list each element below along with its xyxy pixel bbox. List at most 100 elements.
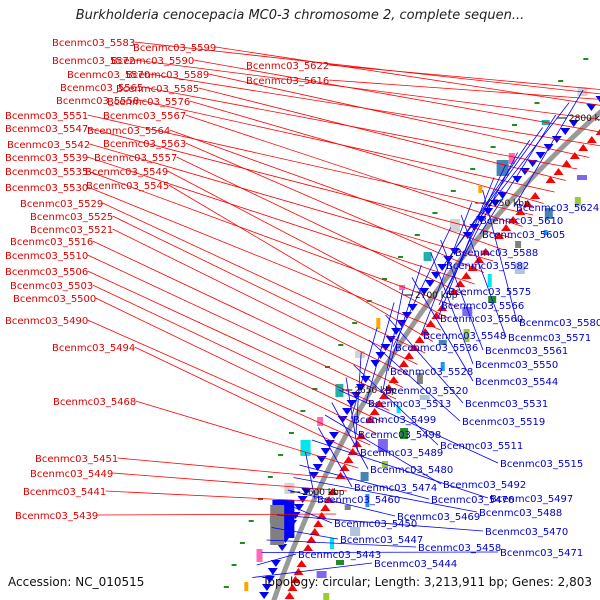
annotation-block-large bbox=[300, 440, 311, 456]
gene-label-reverse: Bcenmc03_5480 bbox=[370, 465, 453, 476]
leader-line-reverse bbox=[387, 264, 422, 372]
gene-label-forward: Bcenmc03_5549 bbox=[85, 167, 168, 178]
gene-label-forward: Bcenmc03_5599 bbox=[133, 43, 216, 54]
forward-gene-arrow bbox=[365, 416, 376, 423]
leader-line-reverse bbox=[338, 389, 499, 464]
leader-line-reverse bbox=[482, 189, 518, 323]
leader-line-forward bbox=[92, 284, 383, 423]
rna-marker bbox=[398, 256, 403, 258]
annotation-block-large bbox=[270, 505, 285, 545]
leader-line-reverse bbox=[287, 489, 396, 517]
annotation-block bbox=[344, 505, 351, 510]
leader-line-forward bbox=[198, 87, 566, 181]
forward-gene-arrow bbox=[374, 400, 385, 407]
gene-label-forward: Bcenmc03_5539 bbox=[5, 153, 88, 164]
leader-line-reverse bbox=[411, 277, 474, 382]
reverse-gene-arrow bbox=[551, 136, 562, 143]
leader-line-forward bbox=[185, 114, 523, 227]
gene-label-forward: Bcenmc03_5449 bbox=[30, 469, 113, 480]
reverse-gene-arrow bbox=[346, 400, 357, 407]
leader-line-forward bbox=[117, 457, 353, 480]
annotation-block bbox=[396, 406, 401, 413]
annotation-block bbox=[244, 582, 249, 591]
gene-label-reverse: Bcenmc03_5588 bbox=[455, 248, 538, 259]
gene-label-reverse: Bcenmc03_5519 bbox=[462, 417, 545, 428]
gene-label-reverse: Bcenmc03_5499 bbox=[353, 415, 436, 426]
rna-marker bbox=[312, 388, 318, 390]
gene-label-forward: Bcenmc03_5572 bbox=[52, 56, 135, 67]
rna-marker bbox=[470, 168, 476, 170]
reverse-gene-arrow bbox=[308, 472, 319, 479]
gene-label-reverse: Bcenmc03_5476 bbox=[431, 495, 514, 506]
forward-gene-arrow bbox=[309, 528, 320, 535]
leader-line-reverse bbox=[271, 527, 339, 540]
forward-gene-arrow bbox=[578, 144, 589, 151]
reverse-gene-arrow bbox=[375, 352, 386, 359]
leader-line-forward bbox=[112, 215, 418, 365]
reverse-gene-arrow bbox=[586, 104, 597, 111]
reverse-gene-arrow bbox=[490, 200, 501, 207]
forward-gene-arrow bbox=[522, 200, 533, 207]
gene-label-forward: Bcenmc03_5563 bbox=[103, 139, 186, 150]
gene-label-reverse: Bcenmc03_5520 bbox=[385, 386, 468, 397]
leader-line-reverse bbox=[443, 139, 531, 266]
gene-label-reverse: Bcenmc03_5498 bbox=[358, 430, 441, 441]
leader-line-forward bbox=[112, 228, 411, 377]
gene-label-reverse: Bcenmc03_5544 bbox=[475, 377, 558, 388]
leader-line-forward bbox=[87, 114, 533, 216]
leader-line-forward bbox=[328, 64, 600, 90]
rna-marker bbox=[512, 124, 517, 126]
forward-gene-arrow bbox=[449, 288, 460, 295]
forward-gene-arrow bbox=[287, 584, 298, 591]
gene-label-reverse: Bcenmc03_5515 bbox=[500, 459, 583, 470]
gene-label-forward: Bcenmc03_5576 bbox=[107, 97, 190, 108]
leader-line-reverse bbox=[479, 114, 557, 235]
leader-line-reverse bbox=[440, 239, 484, 351]
gene-label-reverse: Bcenmc03_5444 bbox=[374, 559, 457, 570]
gene-label-forward: Bcenmc03_5506 bbox=[5, 267, 88, 278]
reverse-gene-arrow bbox=[370, 360, 381, 367]
kbp-tick-label: 2650 kbp bbox=[354, 386, 397, 396]
leader-line-reverse bbox=[252, 562, 373, 578]
gene-label-reverse: Bcenmc03_5610 bbox=[480, 216, 563, 227]
forward-gene-arrow bbox=[369, 408, 380, 415]
reverse-gene-arrow bbox=[355, 384, 366, 391]
annotation-block bbox=[577, 175, 587, 180]
gene-label-forward: Bcenmc03_5542 bbox=[7, 140, 90, 151]
leader-line-reverse bbox=[261, 551, 499, 553]
rna-marker bbox=[414, 234, 420, 236]
forward-gene-arrow bbox=[501, 224, 512, 231]
leader-line-forward bbox=[176, 156, 467, 296]
leader-line-reverse bbox=[420, 202, 473, 336]
leader-line-forward bbox=[168, 184, 434, 342]
leader-line-forward bbox=[87, 127, 513, 239]
gene-label-reverse: Bcenmc03_5531 bbox=[465, 399, 548, 410]
forward-gene-arrow bbox=[530, 192, 541, 199]
leader-line-forward bbox=[328, 79, 600, 100]
leader-line-layer bbox=[87, 41, 600, 578]
leader-line-forward bbox=[193, 59, 600, 133]
reverse-gene-arrow bbox=[342, 408, 353, 415]
rna-marker bbox=[231, 564, 237, 566]
gene-label-reverse: Bcenmc03_5471 bbox=[500, 548, 583, 559]
forward-gene-arrow bbox=[296, 560, 307, 567]
leader-line-forward bbox=[97, 513, 337, 516]
leader-line-reverse bbox=[266, 539, 417, 548]
gene-label-forward: Bcenmc03_5570 bbox=[67, 70, 150, 81]
annotation-block bbox=[256, 549, 263, 562]
kbp-tick-label: 2800 kbp bbox=[569, 114, 600, 124]
gene-label-forward: Bcenmc03_5494 bbox=[52, 343, 135, 354]
rna-marker bbox=[382, 278, 387, 280]
leader-line-forward bbox=[92, 240, 404, 388]
forward-gene-arrow bbox=[569, 152, 580, 159]
gene-label-reverse: Bcenmc03_5488 bbox=[479, 508, 562, 519]
leader-line-forward bbox=[185, 142, 484, 273]
forward-gene-arrow bbox=[306, 536, 317, 543]
annotation-block bbox=[544, 208, 553, 219]
gene-label-forward: Bcenmc03_5545 bbox=[86, 181, 169, 192]
reverse-gene-arrow bbox=[512, 176, 523, 183]
gene-label-reverse: Bcenmc03_5528 bbox=[390, 367, 473, 378]
gene-label-forward: Bcenmc03_5565 bbox=[60, 83, 143, 94]
gene-label-reverse: Bcenmc03_5513 bbox=[368, 399, 451, 410]
